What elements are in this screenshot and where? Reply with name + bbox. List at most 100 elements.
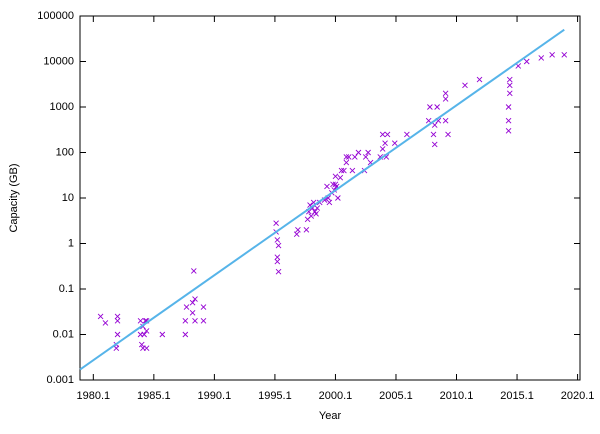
fit-line — [79, 28, 565, 371]
data-point — [505, 127, 512, 134]
data-point — [332, 173, 339, 180]
data-point — [343, 154, 350, 160]
data-point — [114, 331, 121, 338]
data-point — [523, 58, 530, 65]
data-point — [293, 231, 300, 238]
y-axis-label: Capacity (GB) — [8, 163, 20, 232]
x-axis-label: Year — [319, 410, 342, 422]
data-point — [538, 55, 545, 61]
data-point — [138, 341, 145, 348]
data-point — [182, 317, 189, 324]
data-point — [391, 140, 398, 147]
data-point — [506, 82, 513, 89]
data-point — [351, 154, 358, 160]
y-tick-label: 0.001 — [46, 374, 74, 386]
data-point — [442, 117, 449, 124]
data-point — [97, 313, 104, 320]
data-point — [182, 331, 189, 338]
data-point — [431, 122, 438, 128]
y-tick-label: 10 — [62, 192, 74, 204]
data-point — [427, 104, 433, 110]
x-tick-label: 1995.1 — [258, 390, 292, 402]
data-point — [274, 254, 281, 261]
data-point — [326, 199, 333, 206]
data-point — [549, 52, 555, 58]
data-point — [273, 220, 279, 226]
data-point — [337, 174, 344, 181]
data-point — [379, 146, 386, 152]
data-point — [275, 242, 282, 249]
data-point — [274, 258, 281, 265]
data-point — [313, 210, 319, 217]
data-point — [382, 140, 388, 147]
data-point — [506, 76, 513, 83]
data-point — [442, 96, 449, 102]
data-point — [345, 154, 352, 160]
data-point — [341, 167, 347, 174]
y-tick-label: 100000 — [37, 10, 74, 22]
data-point — [189, 299, 196, 306]
data-point — [505, 104, 512, 110]
data-point — [430, 131, 437, 138]
data-point — [308, 213, 315, 219]
data-point — [274, 237, 281, 243]
data-point — [343, 159, 350, 166]
data-point — [189, 309, 196, 316]
data-point — [362, 154, 369, 160]
x-tick-label: 1990.1 — [198, 390, 232, 402]
data-point — [506, 90, 513, 97]
data-point — [114, 313, 121, 320]
data-point — [434, 104, 440, 110]
data-point — [324, 183, 330, 190]
data-point — [365, 149, 371, 156]
data-point — [190, 268, 197, 274]
data-point — [143, 328, 150, 334]
x-tick-label: 1980.1 — [76, 390, 110, 402]
data-point — [476, 76, 483, 83]
data-point — [143, 345, 150, 352]
data-point — [445, 131, 451, 138]
y-tick-label: 10000 — [43, 55, 74, 67]
y-tick-label: 1000 — [50, 101, 74, 113]
data-point — [275, 268, 282, 275]
data-point — [404, 131, 410, 138]
data-point — [505, 117, 512, 124]
y-tick-label: 0.01 — [53, 328, 74, 340]
data-point — [425, 117, 432, 124]
data-point — [192, 317, 198, 324]
data-point — [137, 317, 144, 324]
data-point — [431, 141, 438, 148]
data-point — [200, 304, 207, 310]
x-tick-label: 2020.1 — [561, 390, 595, 402]
x-tick-label: 2015.1 — [500, 390, 534, 402]
data-point — [561, 52, 568, 58]
y-tick-label: 100 — [56, 146, 74, 158]
data-point — [442, 90, 449, 97]
x-tick-label: 2010.1 — [440, 390, 474, 402]
data-point — [330, 181, 336, 188]
x-tick-label: 1985.1 — [137, 390, 171, 402]
data-point — [192, 296, 198, 302]
data-point — [335, 195, 341, 201]
data-point — [159, 331, 166, 338]
x-tick-label: 2000.1 — [319, 390, 353, 402]
data-point — [338, 167, 345, 174]
data-point — [384, 131, 391, 138]
data-point — [141, 331, 147, 338]
y-tick-label: 1 — [68, 237, 74, 249]
data-point — [114, 317, 121, 324]
data-point — [355, 149, 362, 156]
data-point — [295, 226, 301, 233]
data-point — [462, 82, 468, 89]
data-point — [349, 167, 356, 174]
y-tick-label: 0.1 — [59, 283, 74, 295]
x-tick-label: 2005.1 — [379, 390, 413, 402]
data-point — [314, 205, 321, 211]
data-point — [200, 317, 207, 324]
data-point — [102, 320, 109, 326]
data-point — [379, 131, 386, 138]
data-point — [183, 304, 190, 310]
data-point — [303, 226, 310, 233]
